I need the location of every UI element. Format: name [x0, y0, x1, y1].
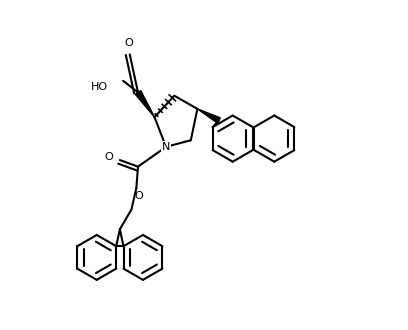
Text: O: O: [135, 191, 143, 201]
Text: N: N: [162, 142, 170, 152]
Polygon shape: [135, 90, 155, 117]
Polygon shape: [197, 109, 220, 123]
Text: O: O: [104, 152, 113, 162]
Text: HO: HO: [91, 82, 108, 92]
Text: O: O: [124, 38, 133, 48]
